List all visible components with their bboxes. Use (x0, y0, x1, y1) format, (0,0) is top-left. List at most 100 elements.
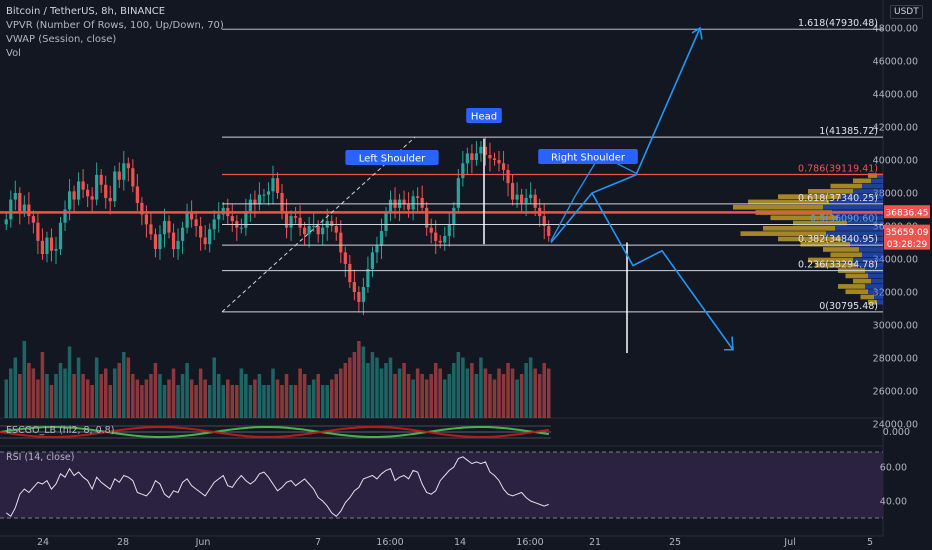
volume-bar (221, 385, 226, 418)
candle-body (171, 232, 176, 250)
candle (9, 190, 13, 228)
volume-bar (524, 363, 528, 418)
volume-bar (99, 374, 103, 418)
price-tick: 38000.00 (873, 189, 918, 200)
candle-body (406, 204, 411, 210)
candle (81, 169, 85, 198)
oscillator-tick: 0.000 (883, 427, 910, 438)
volume-bar (239, 368, 244, 418)
candle (244, 198, 248, 236)
candle-body (18, 193, 22, 212)
candle (497, 150, 501, 172)
candle (4, 213, 8, 231)
pattern-label-box (538, 149, 638, 164)
candle (298, 205, 302, 236)
candle (316, 220, 320, 243)
volume-bar (375, 357, 379, 418)
candle-body (388, 199, 393, 213)
symbol-title[interactable]: Bitcoin / TetherUS, 8h, BINANCE (6, 6, 166, 17)
volume-bar (424, 379, 429, 418)
fib-level-label: 1(41385.72) (819, 126, 878, 137)
volume-bar (280, 385, 284, 418)
volume-bar (18, 374, 22, 418)
indicator-vol[interactable]: Vol (6, 48, 21, 59)
candle-body (330, 221, 334, 226)
candle (452, 202, 456, 238)
volume-bar (528, 357, 533, 418)
vp-bar-up (860, 294, 874, 300)
candle-body (9, 199, 13, 220)
fibonacci-retracement: 1.618(47930.48) 1(41385.72) 0.786(39119.41… (222, 18, 883, 313)
candle-body (379, 230, 384, 246)
candle (27, 192, 31, 225)
oscillator-legend[interactable]: ESCGO_LB (hl2, 8, 0.8) (6, 425, 115, 436)
vp-bar-up (845, 273, 868, 279)
candle-body (501, 163, 506, 170)
candle (122, 150, 126, 191)
volume-bar (311, 379, 316, 418)
volume-bar (329, 379, 334, 418)
candle-body (425, 207, 429, 228)
volume-bar (275, 379, 280, 418)
candle-body (456, 178, 460, 208)
volume-bar (158, 374, 162, 418)
fib-level-label: 0.786(39119.41) (798, 164, 878, 175)
candle (49, 228, 54, 262)
candle-body (76, 181, 81, 200)
candle-body (321, 227, 325, 235)
candle (76, 172, 81, 206)
volume-bar (293, 385, 298, 418)
volume-bar (320, 385, 325, 418)
pattern-label: Right Shoulder (538, 149, 638, 164)
candle-body (45, 237, 49, 255)
candle-body (343, 252, 347, 264)
candle-body (49, 237, 54, 251)
volume-bar (515, 379, 519, 418)
candle-body (488, 155, 492, 159)
candle (488, 142, 492, 172)
resistance-line (0, 211, 883, 214)
vp-bar-down (862, 252, 883, 258)
volume-bar (497, 368, 501, 418)
volume-bar (461, 357, 465, 418)
volume-bar (176, 385, 180, 418)
volume-bar (302, 374, 307, 418)
candle (199, 216, 203, 251)
candle-body (465, 153, 469, 164)
candle-body (253, 199, 257, 205)
volume-bar (140, 385, 144, 418)
indicator-vwap[interactable]: VWAP (Session, close) (6, 34, 117, 45)
rsi-tick: 60.00 (880, 463, 907, 474)
volume-bar (212, 357, 216, 418)
candle-body (352, 282, 356, 292)
candle (13, 180, 17, 211)
candle (239, 218, 243, 234)
candle (99, 169, 103, 193)
fib-trend-line (221, 136, 416, 313)
candle (262, 188, 266, 203)
volume-bar (420, 374, 424, 418)
candle-body (524, 197, 528, 203)
candle (303, 221, 307, 245)
vp-bar-up (778, 194, 841, 199)
candle-body (262, 194, 266, 196)
currency-badge[interactable]: USDT (890, 5, 923, 19)
vp-bar-down (841, 236, 883, 242)
indicator-vpvr[interactable]: VPVR (Number Of Rows, 100, Up/Down, 70) (6, 20, 224, 31)
candle-body (303, 227, 307, 235)
candle-body (149, 224, 153, 235)
pattern-label: Head (466, 108, 502, 123)
volume-bar (483, 368, 488, 418)
volume-bar (465, 368, 470, 418)
candle-body (140, 202, 144, 215)
candle-body (452, 207, 456, 225)
volume-bar (63, 368, 67, 418)
rsi-legend[interactable]: RSI (14, close) (6, 452, 75, 463)
vp-bar-down (868, 289, 883, 295)
candle (104, 175, 108, 209)
candle-body (194, 219, 198, 226)
time-tick: 7 (315, 537, 321, 548)
candle (361, 277, 365, 316)
price-tick: 44000.00 (873, 90, 918, 101)
